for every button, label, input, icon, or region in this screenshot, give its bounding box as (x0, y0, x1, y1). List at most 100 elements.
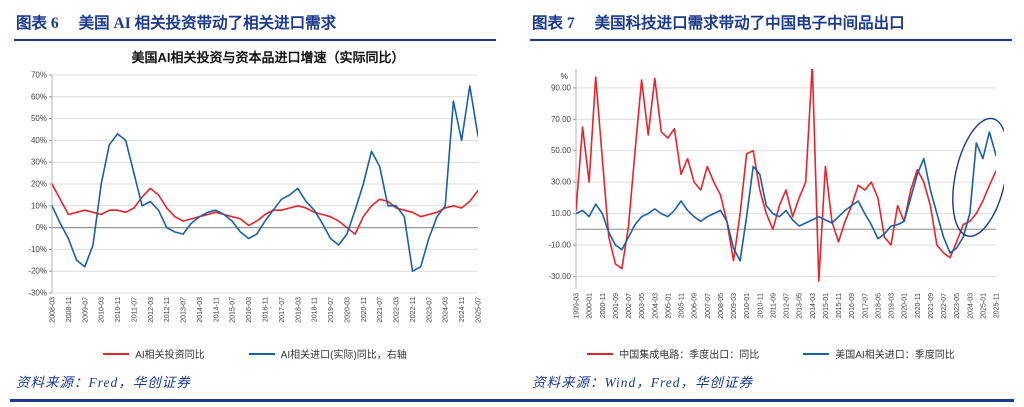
svg-text:2018-05: 2018-05 (875, 293, 882, 319)
svg-text:2002-07: 2002-07 (626, 293, 633, 319)
figure-6-source-note: 资料来源：Fred，华创证券 (16, 375, 191, 390)
svg-text:2019-07: 2019-07 (328, 297, 335, 323)
svg-text:2014-11: 2014-11 (213, 297, 220, 322)
svg-text:50.00: 50.00 (551, 146, 572, 155)
blue-line-swatch (248, 352, 275, 355)
svg-text:-30.00: -30.00 (548, 272, 571, 281)
svg-text:2012-07: 2012-07 (784, 293, 791, 319)
svg-text:2017-07: 2017-07 (279, 297, 286, 323)
figure-7-source-note: 资料来源：Wind，Fred，华创证券 (532, 375, 753, 390)
svg-text:2004-03: 2004-03 (652, 293, 659, 319)
svg-text:70%: 70% (31, 71, 47, 80)
svg-text:2009-03: 2009-03 (731, 293, 738, 319)
svg-text:2000-11: 2000-11 (600, 293, 607, 318)
svg-text:2015-01: 2015-01 (823, 293, 830, 319)
svg-text:2005-11: 2005-11 (679, 293, 686, 318)
svg-text:2007-07: 2007-07 (705, 293, 712, 319)
svg-text:2020-03: 2020-03 (344, 297, 351, 323)
legend-label: AI相关投资同比 (135, 350, 205, 361)
svg-text:2021-07: 2021-07 (377, 297, 384, 323)
svg-text:2005-01: 2005-01 (665, 293, 672, 319)
svg-text:2015-07: 2015-07 (230, 297, 237, 323)
report-page: 图表 6 美国 AI 相关投资带动了相关进口需求 美国AI相关投资与资本品进口增… (10, 8, 1014, 402)
svg-text:2017-07: 2017-07 (862, 293, 869, 319)
figure-6-title: 美国 AI 相关投资带动了相关进口需求 (78, 15, 337, 32)
figure-6-legend: AI相关投资同比 AI相关进口(实际)同比，右轴 (14, 346, 496, 361)
svg-text:2016-03: 2016-03 (246, 297, 253, 323)
svg-text:2008-05: 2008-05 (718, 293, 725, 319)
svg-text:2024-11: 2024-11 (459, 297, 466, 322)
svg-text:2024-03: 2024-03 (443, 297, 450, 323)
figure-7-legend: 中国集成电路：季度出口：同比 美国AI相关进口：季度同比 (530, 346, 1012, 361)
svg-text:2021-09: 2021-09 (928, 293, 935, 319)
svg-text:2008-03: 2008-03 (50, 297, 57, 323)
svg-text:2009-07: 2009-07 (82, 297, 89, 323)
figure-7-header: 图表 7 美国科技进口需求带动了中国电子中间品出口 (530, 8, 1012, 41)
svg-text:2022-03: 2022-03 (394, 297, 401, 323)
legend-label: 中国集成电路：季度出口：同比 (619, 350, 760, 361)
svg-text:2022-11: 2022-11 (410, 297, 417, 322)
figure-6-tag: 图表 6 (16, 15, 59, 32)
svg-text:2000-01: 2000-01 (587, 293, 594, 319)
legend-label: AI相关进口(实际)同比，右轴 (280, 350, 407, 361)
svg-text:2020-11: 2020-11 (915, 293, 922, 318)
figure-7-title: 美国科技进口需求带动了中国电子中间品出口 (594, 15, 905, 32)
svg-text:2025-01: 2025-01 (980, 293, 987, 319)
svg-text:2014-03: 2014-03 (810, 293, 817, 319)
svg-text:30.00: 30.00 (551, 178, 572, 187)
svg-text:2003-05: 2003-05 (639, 293, 646, 319)
legend-item-ai-investment: AI相关投资同比 (103, 346, 205, 361)
svg-text:2016-09: 2016-09 (849, 293, 856, 319)
svg-text:50%: 50% (31, 114, 47, 123)
china-ic-export-line-chart: -30.00 -10.00 10.00 30.00 50.00 70.00 90.00% 19… (548, 69, 1004, 319)
svg-text:2022-07: 2022-07 (941, 293, 948, 319)
figure-7-tag: 图表 7 (532, 15, 575, 32)
svg-text:2010-01: 2010-01 (744, 293, 751, 319)
svg-text:2006-09: 2006-09 (692, 293, 699, 319)
svg-text:-30%: -30% (28, 289, 47, 298)
svg-text:10%: 10% (31, 201, 47, 210)
svg-text:2013-05: 2013-05 (797, 293, 804, 319)
svg-text:2023-07: 2023-07 (426, 297, 433, 323)
svg-text:2020-01: 2020-01 (902, 293, 909, 319)
legend-item-china-ic-export: 中国集成电路：季度出口：同比 (587, 346, 759, 361)
figure-6-chart-title: 美国AI相关投资与资本品进口增速（实际同比） (131, 50, 405, 65)
svg-text:2008-11: 2008-11 (66, 297, 73, 322)
svg-text:2025-07: 2025-07 (476, 297, 483, 323)
svg-text:2010-03: 2010-03 (99, 297, 106, 323)
svg-text:2012-11: 2012-11 (164, 297, 171, 322)
svg-text:60%: 60% (31, 92, 47, 101)
svg-text:90.00: 90.00 (551, 83, 572, 92)
figure-7-panel: 图表 7 美国科技进口需求带动了中国电子中间品出口 -30.00 -10.00 10… (530, 8, 1012, 391)
svg-text:10.00: 10.00 (551, 209, 572, 218)
svg-text:30%: 30% (31, 158, 47, 167)
svg-text:-10.00: -10.00 (548, 241, 571, 250)
bottom-rule (10, 399, 1014, 402)
svg-text:2010-11: 2010-11 (757, 293, 764, 318)
svg-text:2013-07: 2013-07 (181, 297, 188, 323)
blue-line-swatch (803, 352, 830, 355)
svg-text:2025-11: 2025-11 (994, 293, 1001, 318)
svg-text:40%: 40% (31, 136, 47, 145)
svg-text:2016-11: 2016-11 (263, 297, 270, 322)
svg-text:70.00: 70.00 (551, 115, 572, 124)
red-line-swatch (587, 352, 614, 355)
red-line-swatch (103, 352, 130, 355)
svg-text:1999-03: 1999-03 (574, 293, 581, 319)
svg-text:2018-03: 2018-03 (295, 297, 302, 323)
svg-text:2010-11: 2010-11 (115, 297, 122, 322)
figure-6-panel: 图表 6 美国 AI 相关投资带动了相关进口需求 美国AI相关投资与资本品进口增… (14, 8, 496, 391)
figure-panels: 图表 6 美国 AI 相关投资带动了相关进口需求 美国AI相关投资与资本品进口增… (14, 8, 1012, 391)
svg-text:2011-07: 2011-07 (131, 297, 138, 322)
legend-item-ai-import: AI相关进口(实际)同比，右轴 (248, 346, 407, 361)
legend-label: 美国AI相关进口：季度同比 (835, 350, 955, 361)
svg-text:-20%: -20% (28, 267, 47, 276)
svg-text:2024-03: 2024-03 (967, 293, 974, 319)
svg-text:-10%: -10% (28, 245, 47, 254)
svg-text:2001-09: 2001-09 (613, 293, 620, 319)
svg-text:2018-11: 2018-11 (312, 297, 319, 322)
svg-text:2014-03: 2014-03 (197, 297, 204, 323)
svg-text:2012-03: 2012-03 (148, 297, 155, 323)
svg-text:2019-03: 2019-03 (889, 293, 896, 319)
svg-text:2023-05: 2023-05 (954, 293, 961, 319)
